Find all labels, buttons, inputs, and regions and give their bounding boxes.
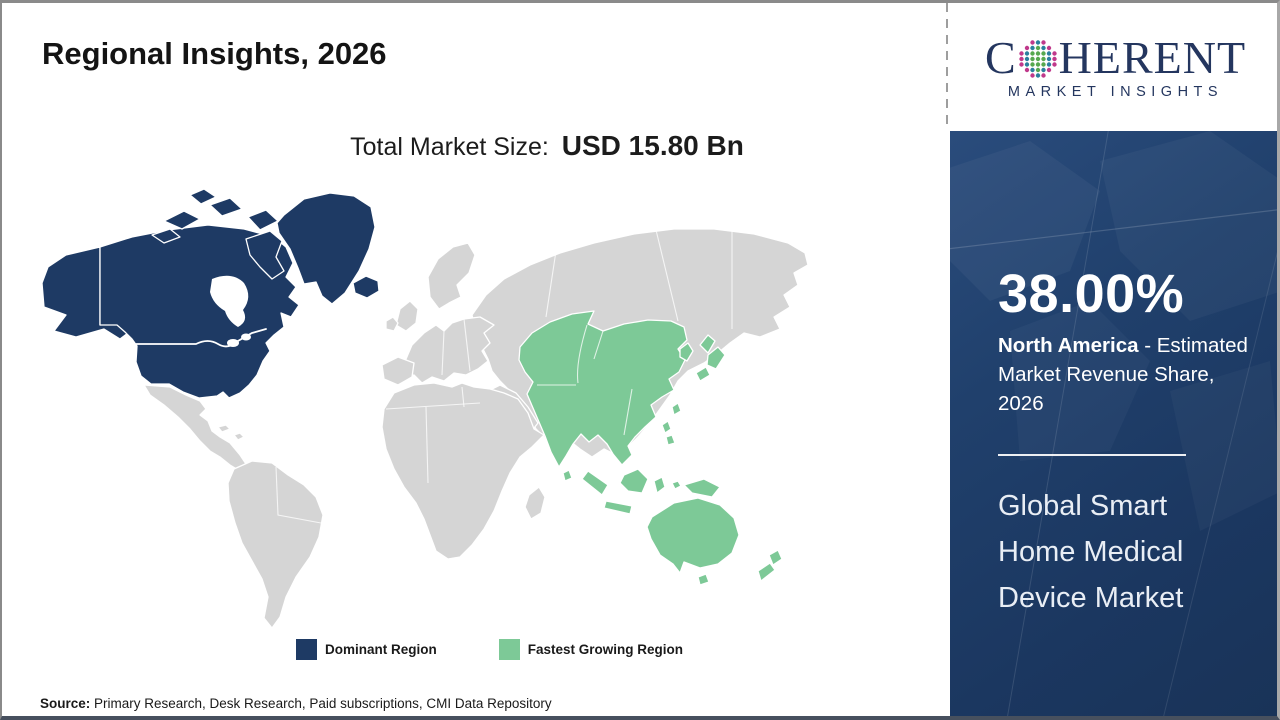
country-shape-canada-usa <box>99 224 300 399</box>
country-shape-philippines <box>661 420 672 434</box>
region-asia-pacific <box>518 310 783 586</box>
total-market-size: Total Market Size: USD 15.80 Bn <box>147 130 947 162</box>
legend-item-dominant: Dominant Region <box>296 639 437 660</box>
logo-word-rest: HERENT <box>1058 31 1247 83</box>
market-name: Global Smart Home Medical Device Market <box>998 490 1184 614</box>
logo-letter-c: C <box>984 31 1017 83</box>
company-logo: C HERENT MARKET INSIGHTS <box>952 3 1277 131</box>
region-north-america <box>41 188 380 399</box>
country-shape-mexico-central-america <box>143 384 249 472</box>
country-shape-australia <box>646 497 740 574</box>
world-map <box>41 188 809 629</box>
stats-sidebar: 38.00% North America - Estimated Market … <box>950 131 1277 716</box>
us-canada-border <box>135 328 267 348</box>
country-shape-baffin <box>245 230 285 280</box>
country-shape-moluccas <box>671 480 682 490</box>
header-dashed-divider <box>946 3 948 131</box>
country-shape-sumatra <box>581 470 609 496</box>
source-note: Source: Primary Research, Desk Research,… <box>40 696 552 711</box>
revenue-share-value: 38.00% <box>998 264 1185 324</box>
country-shape-arctic-island <box>247 209 279 231</box>
country-shape-sulawesi <box>653 476 666 494</box>
legend-label-fastest-growing: Fastest Growing Region <box>527 642 684 657</box>
total-market-size-label: Total Market Size: <box>350 133 549 161</box>
country-shape-japan <box>699 334 716 354</box>
country-shape-asia-mainland <box>518 310 688 468</box>
sidebar-divider <box>998 454 1186 457</box>
country-shape-new-guinea <box>683 478 721 498</box>
country-border-hints <box>275 229 733 524</box>
sidebar-content: 38.00% North America - Estimated Market … <box>950 131 1277 622</box>
country-shape-korea <box>679 342 694 362</box>
country-shape-new-zealand <box>768 549 783 566</box>
logo-subtitle: MARKET INSIGHTS <box>1007 83 1224 100</box>
country-shape-arctic-island <box>151 228 181 244</box>
country-shape-alaska <box>41 246 129 340</box>
revenue-share-region: North America <box>998 334 1139 357</box>
country-shape-new-zealand <box>757 562 776 582</box>
country-shape-caribbean <box>217 424 231 433</box>
map-legend: Dominant Region Fastest Growing Region <box>296 639 683 660</box>
hudson-bay <box>210 275 249 327</box>
dot-globe-icon <box>1018 39 1057 78</box>
legend-swatch-fastest-growing <box>498 639 520 660</box>
country-shape-sri-lanka <box>562 469 573 482</box>
country-shape-madagascar <box>524 486 546 520</box>
source-text: Primary Research, Desk Research, Paid su… <box>90 696 552 711</box>
country-shape-caribbean <box>233 432 245 441</box>
country-shape-scandinavia <box>427 242 476 310</box>
country-shape-philippines <box>665 434 676 446</box>
country-shape-greenland <box>276 192 376 305</box>
country-shape-japan <box>706 346 726 370</box>
revenue-share-desc-text: - Estimated Market Revenue Share, 2026 <box>998 334 1248 416</box>
total-market-size-value: USD 15.80 Bn <box>561 130 744 161</box>
country-shape-uk <box>395 300 419 332</box>
revenue-share-description: North America - Estimated Market Revenue… <box>998 331 1260 418</box>
country-shape-iberia <box>381 356 415 386</box>
country-shape-iceland <box>352 275 380 299</box>
legend-swatch-dominant <box>296 639 317 660</box>
country-shape-borneo <box>619 468 649 494</box>
country-shape-ireland <box>385 316 399 332</box>
legend-label-dominant: Dominant Region <box>325 642 437 657</box>
country-shape-java <box>603 500 633 515</box>
world-map-container <box>32 183 842 633</box>
country-shape-arctic-island <box>189 188 217 205</box>
legend-item-fastest-growing: Fastest Growing Region <box>498 639 684 660</box>
source-label: Source: <box>40 696 91 711</box>
country-shape-taiwan <box>671 402 682 416</box>
country-shape-japan <box>695 366 711 382</box>
page-title: Regional Insights, 2026 <box>42 36 387 71</box>
country-shape-south-america <box>227 460 324 629</box>
country-shape-tasmania <box>697 573 710 586</box>
logo-wordmark: C HERENT <box>984 31 1247 83</box>
country-shape-africa <box>381 382 545 560</box>
country-shape-arctic-island <box>209 197 243 217</box>
country-shape-arctic-island <box>163 210 201 230</box>
